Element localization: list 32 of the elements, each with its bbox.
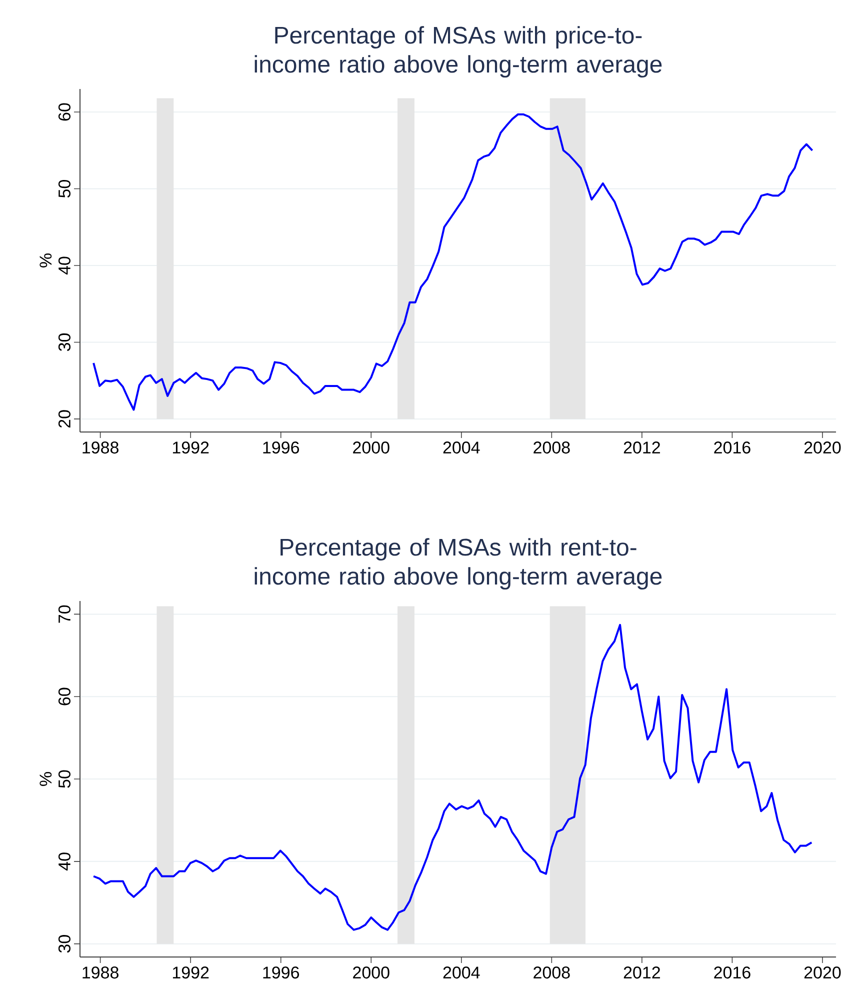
y-tick-label: 40: [58, 852, 70, 870]
x-tick-label: 2000: [353, 442, 390, 454]
y-tick-label: 30: [58, 935, 70, 953]
y-tick-label: 50: [58, 770, 70, 788]
x-tick-label: 2012: [624, 442, 660, 454]
x-tick-label: 1996: [263, 442, 299, 454]
chart-title: Percentage of MSAs with rent-to-income ratio above long-term average: [254, 538, 662, 590]
y-tick-label: 50: [58, 180, 70, 198]
x-tick-label: 2004: [443, 966, 480, 979]
x-tick-label: 1996: [263, 966, 299, 979]
x-tick-label: 2000: [353, 966, 390, 979]
chart-title: Percentage of MSAs with price-to-income ratio above long-term average: [254, 26, 662, 78]
x-tick-label: 2008: [534, 442, 570, 454]
y-axis-title: %: [40, 772, 52, 786]
x-tick-label: 1992: [172, 442, 209, 454]
y-tick-label: 30: [58, 333, 70, 352]
y-tick-label: 70: [58, 605, 70, 623]
x-tick-label: 2016: [714, 966, 750, 979]
y-tick-label: 60: [58, 688, 70, 706]
x-tick-label: 2020: [804, 966, 841, 979]
x-tick-label: 2020: [804, 442, 841, 454]
y-tick-label: 60: [58, 103, 70, 121]
y-tick-label: 20: [58, 410, 70, 428]
x-tick-label: 2008: [534, 966, 570, 979]
x-tick-label: 2012: [624, 966, 660, 979]
x-tick-label: 2016: [714, 442, 750, 454]
x-tick-label: 1992: [172, 966, 209, 979]
x-tick-label: 2004: [443, 442, 480, 454]
x-tick-label: 1988: [82, 966, 118, 979]
y-axis-title: %: [40, 254, 52, 268]
x-tick-label: 1988: [82, 442, 118, 454]
y-tick-label: 40: [58, 256, 70, 275]
